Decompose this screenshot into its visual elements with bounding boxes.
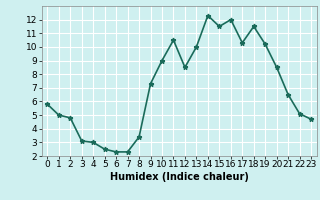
X-axis label: Humidex (Indice chaleur): Humidex (Indice chaleur)	[110, 172, 249, 182]
